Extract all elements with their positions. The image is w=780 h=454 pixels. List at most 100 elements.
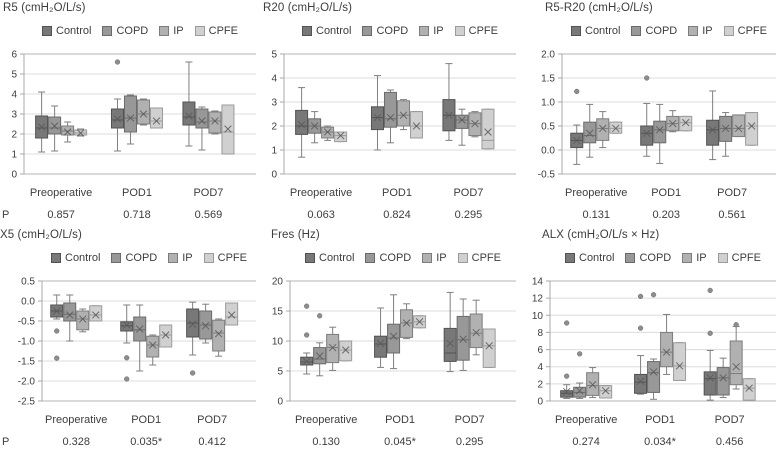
outlier-dot: [189, 370, 196, 376]
p-value: 0.274: [572, 436, 600, 448]
box-cpfe: [149, 107, 163, 129]
y-tick-label: 2: [271, 122, 277, 133]
x-category-label: POD1: [382, 187, 412, 199]
box-rect: [745, 112, 759, 146]
box-rect: [456, 315, 470, 361]
box-rect: [455, 114, 469, 129]
box-copd: [48, 105, 62, 152]
y-tick-label: 2: [11, 130, 17, 141]
category-pod1: POD1 0.034*: [634, 292, 687, 448]
mean-x-marker: [373, 113, 382, 122]
chart-title-alx: ALX (cmH₂O/L/s × Hz): [542, 229, 660, 241]
box-rect: [469, 313, 483, 349]
legend-label: COPD: [379, 252, 412, 264]
legend-swatch-cpfe: [723, 26, 734, 36]
box-control: [182, 61, 196, 147]
box-control: [442, 63, 456, 141]
box-control: [295, 87, 309, 158]
category-pod1: POD1 0.718: [110, 59, 163, 221]
category-preoperative: Preoperative 0.857: [30, 91, 92, 221]
y-tick-label: 4: [271, 74, 277, 85]
y-tick-label: 15: [272, 307, 284, 318]
outlier-dot: [644, 75, 650, 81]
legend-swatch-cpfe: [203, 253, 214, 263]
category-preoperative: Preoperative 0.131: [565, 88, 627, 221]
box-rect: [634, 373, 648, 394]
mean-x-marker: [297, 121, 306, 129]
legend-item-copd: COPD: [102, 25, 148, 37]
category-pod7: POD7 0.569: [182, 61, 235, 221]
mean-x-marker: [161, 331, 170, 339]
mean-x-marker: [585, 129, 594, 137]
legend-label: Control: [585, 25, 621, 37]
p-value: 0.561: [718, 209, 746, 221]
mean-x-marker: [662, 348, 671, 356]
mean-x-marker: [328, 343, 337, 352]
box-copd: [583, 103, 597, 158]
box-ip: [76, 308, 90, 333]
p-value: 0.718: [123, 209, 151, 221]
y-tick-label: 4: [11, 90, 17, 101]
legend-item-cpfe: CPFE: [457, 252, 501, 264]
p-value: 0.328: [62, 436, 90, 448]
mean-x-marker: [336, 131, 345, 140]
mean-x-marker: [642, 129, 651, 137]
box-rect: [409, 111, 423, 139]
y-tick-label: 0.5: [21, 277, 35, 288]
legend-label: IP: [696, 252, 707, 264]
legend-label: IP: [182, 252, 193, 264]
legend-swatch-cpfe: [454, 26, 465, 36]
box-copd: [199, 303, 213, 344]
mean-x-marker: [323, 128, 332, 136]
box-control: [443, 291, 457, 373]
legend-item-copd: COPD: [365, 252, 411, 264]
box-control: [560, 320, 574, 399]
mean-x-marker: [572, 136, 581, 145]
y-tick-label: 1: [271, 146, 277, 157]
box-rect: [583, 121, 597, 144]
box-ip: [666, 110, 680, 133]
legend-label: COPD: [639, 252, 672, 264]
box-rect: [729, 340, 743, 386]
mean-x-marker: [734, 124, 743, 133]
category-pod1: POD1 0.824: [370, 75, 423, 221]
mean-x-marker: [37, 123, 46, 131]
mean-x-marker: [562, 387, 571, 396]
mean-x-marker: [224, 125, 232, 133]
box-cpfe: [609, 121, 623, 134]
box-control: [634, 293, 648, 395]
mean-x-marker: [148, 341, 157, 349]
outlier-dot: [637, 325, 644, 331]
outlier-dot: [114, 59, 121, 65]
legend-label: IP: [702, 25, 713, 37]
chart-cell-r5-r20: R5-R20 (cmH₂O/L/s) Control COPD IP CPFE 2.0…: [520, 0, 780, 227]
box-control: [370, 75, 384, 151]
outlier-dot: [650, 292, 657, 298]
mean-x-marker: [708, 126, 717, 134]
box-copd: [455, 108, 469, 146]
box-cpfe: [673, 342, 687, 381]
box-rect: [136, 99, 150, 125]
y-tick-label: -2.0: [18, 377, 36, 388]
legend-item-control: Control: [305, 252, 354, 264]
y-tick-label: -0.5: [538, 170, 556, 181]
box-rect: [208, 111, 222, 134]
legend-label: IP: [433, 25, 444, 37]
mean-x-marker: [188, 320, 197, 328]
p-value: 0.295: [456, 436, 484, 448]
legend-item-control: Control: [51, 252, 100, 264]
box-cpfe: [745, 112, 759, 146]
box-cpfe: [159, 324, 173, 348]
box-rect: [679, 115, 693, 132]
legend-swatch-control: [42, 26, 52, 36]
p-value: 0.824: [383, 209, 411, 221]
chart-title-r5-r20: R5-R20 (cmH₂O/L/s): [545, 2, 653, 14]
mean-x-marker: [135, 325, 144, 333]
x-category-label: POD1: [651, 187, 681, 199]
chart-title-r20: R20 (cmH₂O/L/s): [263, 2, 353, 14]
y-tick-label: 6: [537, 345, 543, 356]
category-pod7: POD7 0.295: [443, 291, 496, 448]
box-rect: [334, 131, 348, 143]
box-control: [374, 307, 388, 368]
box-copd: [716, 357, 730, 399]
